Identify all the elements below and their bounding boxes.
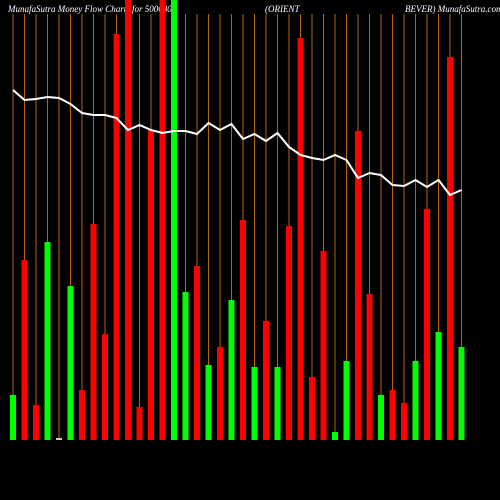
bar xyxy=(435,332,442,440)
bar xyxy=(79,390,85,440)
bar xyxy=(309,377,315,440)
bar xyxy=(136,407,143,440)
chart-title: (ORIENT xyxy=(265,4,300,14)
bar xyxy=(33,405,39,440)
bar xyxy=(113,34,120,440)
bar xyxy=(378,395,384,440)
bar xyxy=(320,251,327,440)
bar xyxy=(412,361,419,440)
money-flow-line xyxy=(12,89,462,197)
bar xyxy=(194,266,200,440)
bar xyxy=(205,365,212,440)
bar xyxy=(297,38,304,440)
bar xyxy=(274,367,281,440)
bar xyxy=(159,0,166,440)
bar xyxy=(389,390,396,440)
bar xyxy=(424,209,430,440)
bar xyxy=(366,294,373,440)
bar xyxy=(355,131,361,440)
bar xyxy=(401,403,407,440)
bar xyxy=(44,242,51,440)
bar xyxy=(90,224,97,440)
bar xyxy=(148,130,154,440)
bar xyxy=(171,0,177,440)
bar xyxy=(217,347,223,440)
bar xyxy=(125,0,131,440)
bar xyxy=(182,292,189,440)
bar xyxy=(447,57,453,440)
chart-title: BEVER) MunafaSutra.com xyxy=(405,4,500,14)
chart-title: MunafaSutra Money Flow Charts for 500680 xyxy=(7,4,172,14)
bar xyxy=(56,438,62,440)
bar xyxy=(343,361,350,440)
bar xyxy=(10,395,16,440)
bar xyxy=(251,367,258,440)
bar xyxy=(286,226,292,440)
bar xyxy=(240,220,246,440)
bar xyxy=(332,432,338,440)
bar xyxy=(228,300,235,440)
bar xyxy=(102,334,108,440)
bar xyxy=(263,321,269,440)
bar xyxy=(458,347,465,440)
bar xyxy=(21,260,28,440)
bar xyxy=(67,286,74,440)
